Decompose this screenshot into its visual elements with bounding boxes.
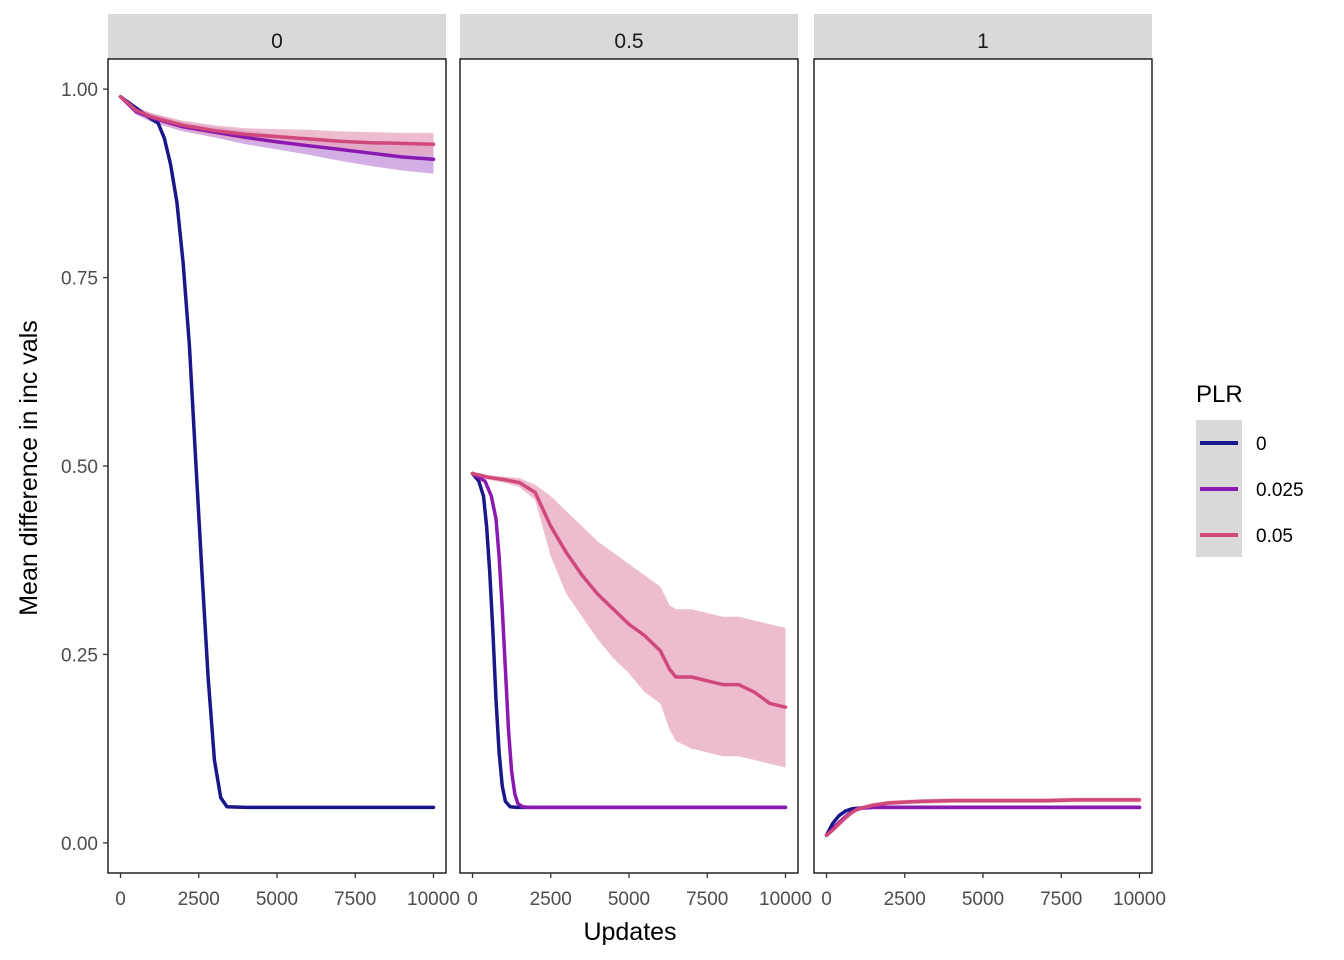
- y-tick-label: 0.75: [61, 269, 98, 290]
- legend-label: 0: [1256, 434, 1267, 455]
- x-tick-label: 10000: [759, 889, 812, 910]
- facet-strip: [108, 14, 446, 59]
- x-tick-label: 5000: [256, 889, 298, 910]
- legend-title: PLR: [1196, 381, 1243, 408]
- x-tick-label: 7500: [334, 889, 376, 910]
- x-tick-label: 7500: [1040, 889, 1082, 910]
- facet-strip-label: 0: [271, 30, 283, 53]
- x-tick-label: 5000: [962, 889, 1004, 910]
- facet-panel-1: 0 0.00 0.25 0.50 0.75 1.00 0 2500 5000 7500 10000: [61, 14, 460, 910]
- y-tick-label: 0.50: [61, 457, 98, 478]
- y-tick-label: 0.00: [61, 834, 98, 855]
- y-tick-label: 0.25: [61, 645, 98, 666]
- facet-plot-area: [824, 797, 1142, 838]
- x-tick-label: 2500: [178, 889, 220, 910]
- facet-panel-2: 0.5 0 2500 5000 7500 10000: [459, 14, 812, 910]
- x-tick-label: 0: [821, 889, 832, 910]
- x-axis-title: Updates: [583, 918, 676, 946]
- facet-strip: [814, 14, 1152, 59]
- facet-plot-area: [470, 471, 788, 810]
- facet-strip-label: 1: [977, 30, 989, 53]
- series-line-plr-0: [118, 94, 436, 810]
- panel-border: [813, 58, 1153, 874]
- x-tick-label: 7500: [686, 889, 728, 910]
- x-tick-label: 5000: [608, 889, 650, 910]
- y-axis-title: Mean difference in inc vals: [15, 320, 43, 616]
- x-tick-label: 10000: [407, 889, 460, 910]
- panel-border: [107, 58, 447, 874]
- facet-panel-3: 1 0 2500 5000 7500 10000: [813, 14, 1166, 910]
- series-line-plr-0.05: [118, 94, 436, 146]
- y-tick-label: 1.00: [61, 80, 98, 101]
- facet-strip: [460, 14, 798, 59]
- series-line-plr-0.05: [470, 471, 788, 709]
- x-tick-label: 0: [115, 889, 126, 910]
- series-line-plr-0.025: [824, 805, 1142, 838]
- facet-strip-label: 0.5: [614, 30, 643, 53]
- ribbon-plr-0.05: [826, 797, 1140, 837]
- series-line-plr-0: [824, 805, 1142, 838]
- ribbon-plr-0.05: [472, 472, 786, 768]
- x-tick-label: 2500: [884, 889, 926, 910]
- x-tick-label: 10000: [1113, 889, 1166, 910]
- facet-plot-area: [118, 94, 436, 810]
- facet-panels: 00.000.250.500.751.000 2500 5000 7500 100000…: [61, 14, 1166, 910]
- legend: PLR 0 0.025 0.05: [1196, 381, 1304, 557]
- legend-label: 0.025: [1256, 480, 1304, 501]
- x-tick-label: 0: [467, 889, 478, 910]
- series-line-plr-0.05: [824, 798, 1142, 838]
- legend-label: 0.05: [1256, 526, 1293, 547]
- series-line-plr-0.025: [470, 471, 788, 810]
- x-tick-label: 2500: [530, 889, 572, 910]
